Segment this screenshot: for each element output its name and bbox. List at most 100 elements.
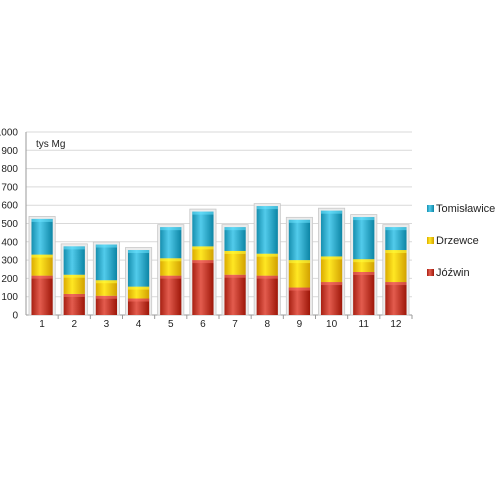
bar-segment-highlight bbox=[31, 254, 53, 258]
bar-drzewce-10 bbox=[320, 256, 343, 283]
bar-segment-highlight bbox=[353, 259, 375, 263]
bar-segment-highlight bbox=[224, 250, 246, 254]
x-tick-label: 3 bbox=[104, 319, 110, 330]
bar-segment-highlight bbox=[160, 275, 182, 279]
y-tick-label: 600 bbox=[1, 201, 18, 212]
bar-tomis-awice-2 bbox=[63, 246, 85, 275]
x-tick-label: 9 bbox=[297, 319, 303, 330]
bar-segment-highlight bbox=[160, 258, 182, 262]
bar-segment-highlight bbox=[320, 256, 343, 260]
bar-j-win-9 bbox=[288, 287, 311, 315]
x-tick-label: 10 bbox=[326, 319, 338, 330]
y-unit-label: tys Mg bbox=[36, 139, 65, 150]
y-tick-label: 0 bbox=[12, 311, 18, 322]
bar-segment-highlight bbox=[127, 298, 150, 302]
bar-segment-highlight bbox=[63, 246, 85, 250]
bar-j-win-1 bbox=[31, 275, 53, 315]
bar-segment-highlight bbox=[127, 250, 150, 254]
bar-drzewce-5 bbox=[160, 258, 182, 276]
bars bbox=[28, 203, 410, 316]
bar-segment-highlight bbox=[192, 211, 214, 215]
x-tick-label: 4 bbox=[136, 319, 142, 330]
bar-j-win-3 bbox=[95, 295, 118, 315]
bar-segment-highlight bbox=[353, 271, 375, 275]
bar-j-win-6 bbox=[192, 260, 214, 315]
x-tick-label: 6 bbox=[200, 319, 206, 330]
bar-segment-highlight bbox=[385, 282, 407, 286]
bar-drzewce-11 bbox=[353, 259, 375, 272]
x-tick-label: 11 bbox=[359, 319, 370, 330]
bar-segment-highlight bbox=[353, 217, 375, 221]
bar-drzewce-8 bbox=[256, 253, 278, 276]
legend: Tomisławice Drzewce Jóźwin bbox=[427, 203, 495, 279]
x-tick-label: 12 bbox=[390, 319, 402, 330]
legend-label: Tomisławice bbox=[436, 203, 495, 215]
bar-tomis-awice-4 bbox=[127, 250, 150, 287]
bar-segment-highlight bbox=[288, 287, 311, 291]
y-tick-label: 200 bbox=[1, 274, 18, 285]
bar-segment-highlight bbox=[31, 218, 53, 222]
bar-segment-highlight bbox=[385, 250, 407, 254]
x-tick-label: 7 bbox=[232, 319, 238, 330]
bar-tomis-awice-3 bbox=[95, 244, 118, 281]
bar-tomis-awice-1 bbox=[31, 218, 53, 255]
bar-drzewce-4 bbox=[127, 286, 150, 299]
bar-j-win-5 bbox=[160, 275, 182, 315]
bar-drzewce-12 bbox=[385, 250, 407, 283]
legend-swatch bbox=[427, 205, 434, 212]
bar-segment-highlight bbox=[256, 275, 278, 279]
bar-segment-highlight bbox=[288, 260, 311, 264]
bar-j-win-12 bbox=[385, 282, 407, 315]
legend-label: Jóźwin bbox=[436, 267, 470, 279]
x-tick-label: 8 bbox=[264, 319, 270, 330]
bar-segment-highlight bbox=[385, 227, 407, 231]
bar-j-win-11 bbox=[353, 271, 375, 315]
bar-segment-highlight bbox=[224, 227, 246, 231]
bar-segment-highlight bbox=[320, 210, 343, 214]
y-tick-label: 500 bbox=[1, 219, 18, 230]
legend-swatch bbox=[427, 269, 434, 276]
y-axis: 0 100 200 300 400 500 600 700 800 900 1000 bbox=[0, 128, 27, 322]
bar-drzewce-6 bbox=[192, 246, 214, 261]
bar-drzewce-9 bbox=[288, 260, 311, 288]
bar-segment-highlight bbox=[31, 275, 53, 279]
bar-segment-highlight bbox=[160, 227, 182, 231]
bar-segment-highlight bbox=[192, 246, 214, 250]
y-tick-label: 900 bbox=[1, 146, 18, 157]
x-axis: 1 2 3 4 5 6 7 8 9 10 11 12 bbox=[39, 315, 413, 330]
bar-tomis-awice-12 bbox=[385, 227, 407, 251]
bar-segment-highlight bbox=[63, 293, 85, 297]
bar-tomis-awice-6 bbox=[192, 211, 214, 247]
bar-tomis-awice-11 bbox=[353, 217, 375, 260]
bar-j-win-10 bbox=[320, 282, 343, 315]
bar-segment-highlight bbox=[224, 274, 246, 278]
x-tick-label: 5 bbox=[168, 319, 174, 330]
gridlines bbox=[26, 131, 412, 316]
bar-j-win-4 bbox=[127, 298, 150, 315]
bar-drzewce-7 bbox=[224, 250, 246, 275]
bar-segment-highlight bbox=[127, 286, 150, 290]
bar-tomis-awice-5 bbox=[160, 227, 182, 259]
bar-drzewce-2 bbox=[63, 274, 85, 294]
x-tick-label: 2 bbox=[71, 319, 77, 330]
bar-segment-highlight bbox=[95, 244, 118, 248]
bar-segment-highlight bbox=[256, 253, 278, 257]
bar-segment-highlight bbox=[95, 280, 118, 284]
legend-label: Drzewce bbox=[436, 235, 479, 247]
bar-segment-highlight bbox=[192, 260, 214, 264]
y-tick-label: 700 bbox=[1, 182, 18, 193]
bar-segment-highlight bbox=[63, 274, 85, 278]
bar-segment-highlight bbox=[95, 295, 118, 299]
bar-tomis-awice-7 bbox=[224, 227, 246, 251]
bar-j-win-8 bbox=[256, 275, 278, 315]
bar-segment-highlight bbox=[256, 206, 278, 210]
bar-segment-highlight bbox=[288, 219, 311, 223]
bar-tomis-awice-10 bbox=[320, 210, 343, 257]
x-tick-label: 1 bbox=[39, 319, 45, 330]
bar-tomis-awice-9 bbox=[288, 219, 311, 261]
y-tick-label: 400 bbox=[1, 237, 18, 248]
bar-tomis-awice-8 bbox=[256, 206, 278, 254]
bar-j-win-2 bbox=[63, 293, 85, 315]
y-tick-label: 300 bbox=[1, 256, 18, 267]
